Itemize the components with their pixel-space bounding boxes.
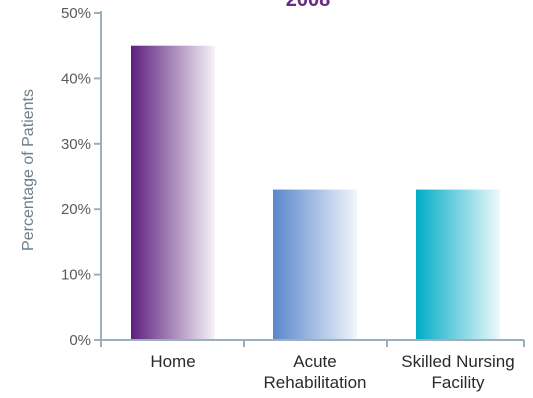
- y-tick-label: 50%: [61, 5, 91, 22]
- y-tick-label: 40%: [61, 70, 91, 87]
- bars-group: [131, 45, 500, 340]
- x-categories-group: Home Acute Rehabilitation Skilled Nursing Fa…: [150, 352, 514, 392]
- x-category-label: Facility: [432, 373, 485, 392]
- y-tick-label: 30%: [61, 136, 91, 153]
- y-ticks-group: 0% 10% 20% 30% 40% 50%: [61, 5, 101, 349]
- bar-1: [131, 45, 215, 340]
- x-category-label: Skilled Nursing: [401, 352, 514, 371]
- y-tick-label: 20%: [61, 201, 91, 218]
- y-axis-title: Percentage of Patients: [20, 89, 37, 251]
- x-category-label: Acute: [293, 352, 336, 371]
- axes-group: [100, 11, 525, 347]
- y-tick-label: 0%: [69, 332, 91, 349]
- bar-3: [416, 189, 500, 340]
- bar-2: [273, 189, 357, 340]
- y-tick-label: 10%: [61, 267, 91, 284]
- chart-title: 2008: [286, 0, 331, 11]
- x-category-label: Home: [150, 352, 195, 371]
- x-category-label: Rehabilitation: [263, 373, 366, 392]
